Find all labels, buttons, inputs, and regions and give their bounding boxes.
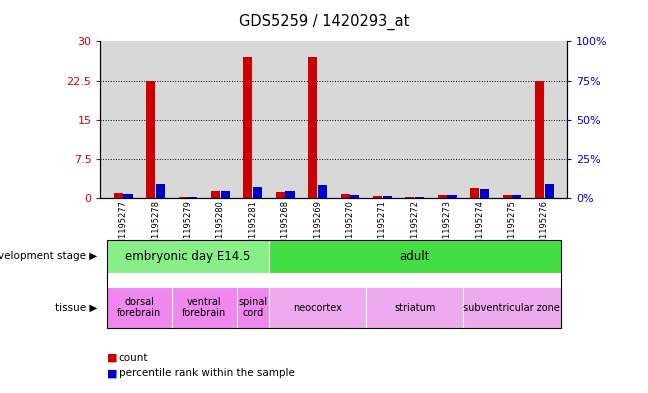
Text: neocortex: neocortex [293,303,342,312]
Bar [211,191,220,198]
Text: spinal
cord: spinal cord [238,297,267,318]
Bar [114,193,123,198]
Bar [480,189,489,198]
Text: GDS5259 / 1420293_at: GDS5259 / 1420293_at [239,14,409,30]
Text: dorsal
forebrain: dorsal forebrain [117,297,161,318]
Text: subventricular zone: subventricular zone [463,303,561,312]
Bar [406,197,414,198]
Bar [275,192,284,198]
Bar [123,194,132,198]
Bar [220,191,229,198]
Bar [437,195,446,198]
Bar [285,191,294,198]
Bar [244,57,253,198]
Text: percentile rank within the sample: percentile rank within the sample [119,368,294,378]
Bar [535,81,544,198]
Text: embryonic day E14.5: embryonic day E14.5 [125,250,251,263]
Text: ■: ■ [107,353,117,363]
Text: development stage ▶: development stage ▶ [0,252,97,261]
Bar [253,187,262,198]
Bar [341,194,350,198]
Bar [373,196,382,198]
Bar [350,195,359,198]
Bar [544,184,553,198]
Bar [512,195,521,198]
Text: count: count [119,353,148,363]
Bar [188,197,197,198]
Bar [146,81,156,198]
Bar [156,184,165,198]
Bar [178,197,188,198]
Text: striatum: striatum [394,303,435,312]
Text: ■: ■ [107,368,117,378]
Text: adult: adult [400,250,430,263]
Text: tissue ▶: tissue ▶ [55,303,97,312]
Bar [470,188,479,198]
Text: ventral
forebrain: ventral forebrain [182,297,226,318]
Bar [415,197,424,198]
Bar [382,196,391,198]
Bar [308,57,318,198]
Bar [318,185,327,198]
Bar [447,195,456,198]
Bar [502,195,511,198]
